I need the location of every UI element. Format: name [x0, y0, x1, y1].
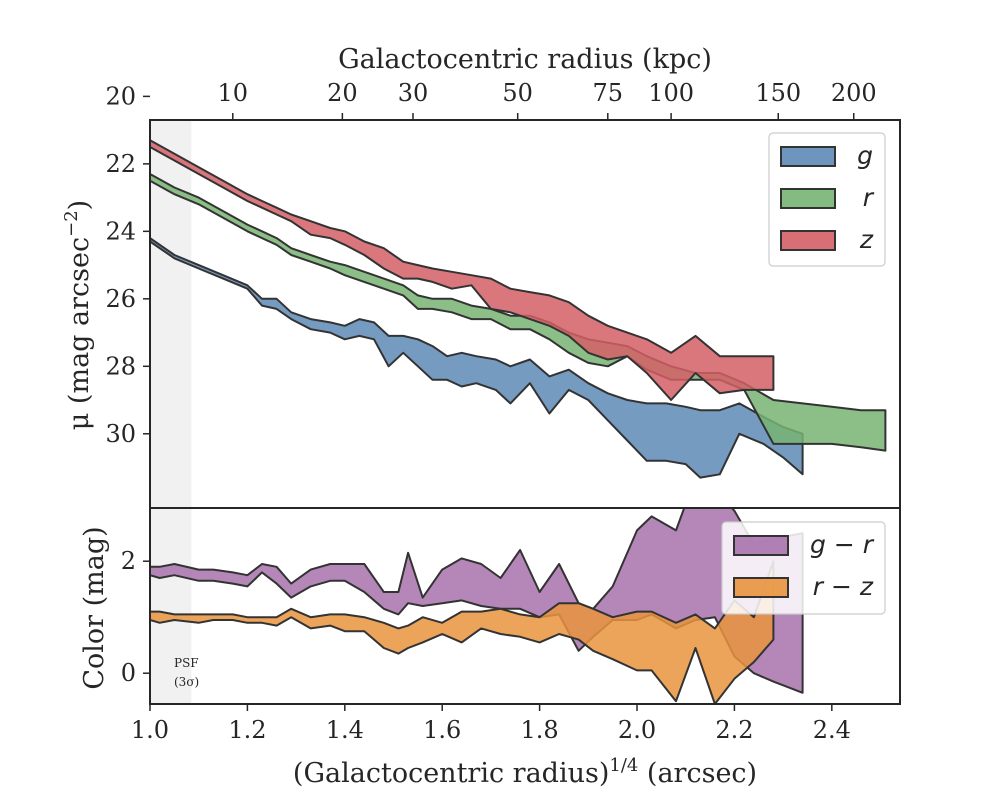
bottom-x-tick-label: 1.4	[326, 716, 364, 744]
bottom-y-axis: 02	[121, 547, 150, 687]
bottom-psf-shade	[150, 508, 192, 704]
psf-label-line2: (3σ)	[174, 675, 199, 689]
band-g	[150, 237, 804, 479]
bottom-x-axis-label-exponent: 1/4	[609, 755, 638, 776]
bottom-x-axis: 1.0 1.2 1.4 1.6 1.8 2.0 2.2 2.4	[131, 704, 851, 744]
band-r	[150, 173, 887, 452]
top-legend-swatch	[780, 188, 836, 209]
top-y-axis-label: μ (mag arcsec−2)	[61, 200, 95, 430]
bottom-x-axis-label-tail: (arcsec)	[638, 758, 757, 789]
bottom-x-tick-label: 1.0	[131, 716, 169, 744]
top-y-tick-label: 26	[105, 285, 136, 313]
top-y-axis-label-close: )	[64, 200, 95, 211]
bottom-legend-swatch	[733, 535, 789, 556]
top-x-tick-label: 100	[648, 79, 694, 107]
top-y-axis-label-exponent: −2	[61, 210, 82, 237]
band-z	[150, 139, 775, 401]
top-y-tick-label: 28	[105, 352, 136, 380]
top-x-tick-label: 200	[831, 79, 877, 107]
bottom-x-axis-label-main: (Galactocentric radius)	[293, 758, 609, 789]
bottom-y-axis-label: Color (mag)	[79, 526, 110, 689]
bottom-x-tick-label: 1.6	[423, 716, 461, 744]
top-x-axis-label: Galactocentric radius (kpc)	[338, 44, 712, 75]
top-legend-label: g	[857, 141, 873, 170]
bottom-psf-band	[150, 508, 192, 704]
top-legend-swatch	[780, 146, 836, 167]
bottom-legend-label: r − z	[813, 572, 874, 601]
top-y-axis: 20 22 24 26 28 30	[105, 82, 150, 448]
bottom-x-tick-label: 2.4	[813, 716, 851, 744]
bottom-y-tick-label: 0	[121, 659, 136, 687]
top-legend: grz	[768, 132, 886, 267]
top-y-axis-label-main: μ (mag arcsec	[64, 237, 95, 430]
top-y-tick-label: 20	[105, 82, 136, 110]
bottom-x-tick-label: 2.2	[715, 716, 753, 744]
top-y-tick-label: 24	[105, 217, 136, 245]
bottom-panel-frame	[149, 507, 901, 705]
psf-label-line1: PSF	[174, 656, 199, 670]
top-x-axis-kpc: 10 20 30 50 75 100 150 200	[218, 79, 877, 120]
band-color-g-r	[150, 508, 804, 694]
top-x-tick-label: 50	[502, 79, 533, 107]
top-legend-label: r	[863, 183, 875, 212]
band-color-r-z	[150, 560, 775, 704]
top-x-tick-label: 20	[327, 79, 358, 107]
bottom-x-tick-label: 1.8	[521, 716, 559, 744]
bottom-y-tick-label: 2	[121, 547, 136, 575]
top-x-tick-label: 30	[398, 79, 429, 107]
bottom-legend: g − r r − z	[721, 521, 886, 615]
top-y-tick-label: 30	[105, 420, 136, 448]
top-legend-swatch	[780, 230, 836, 251]
bottom-legend-label: g − r	[810, 530, 875, 559]
top-y-tick-label: 22	[105, 150, 136, 178]
top-x-tick-label: 150	[755, 79, 801, 107]
bottom-axes-box	[149, 507, 901, 705]
bottom-x-axis-label: (Galactocentric radius)1/4 (arcsec)	[293, 755, 757, 789]
top-legend-label: z	[859, 225, 874, 254]
top-x-tick-label: 10	[218, 79, 249, 107]
bottom-x-tick-label: 1.2	[228, 716, 266, 744]
bottom-series-group	[150, 508, 804, 704]
bottom-x-tick-label: 2.0	[618, 716, 656, 744]
bottom-legend-swatch	[733, 577, 789, 598]
top-x-tick-label: 75	[593, 79, 624, 107]
top-series-group	[150, 139, 887, 479]
